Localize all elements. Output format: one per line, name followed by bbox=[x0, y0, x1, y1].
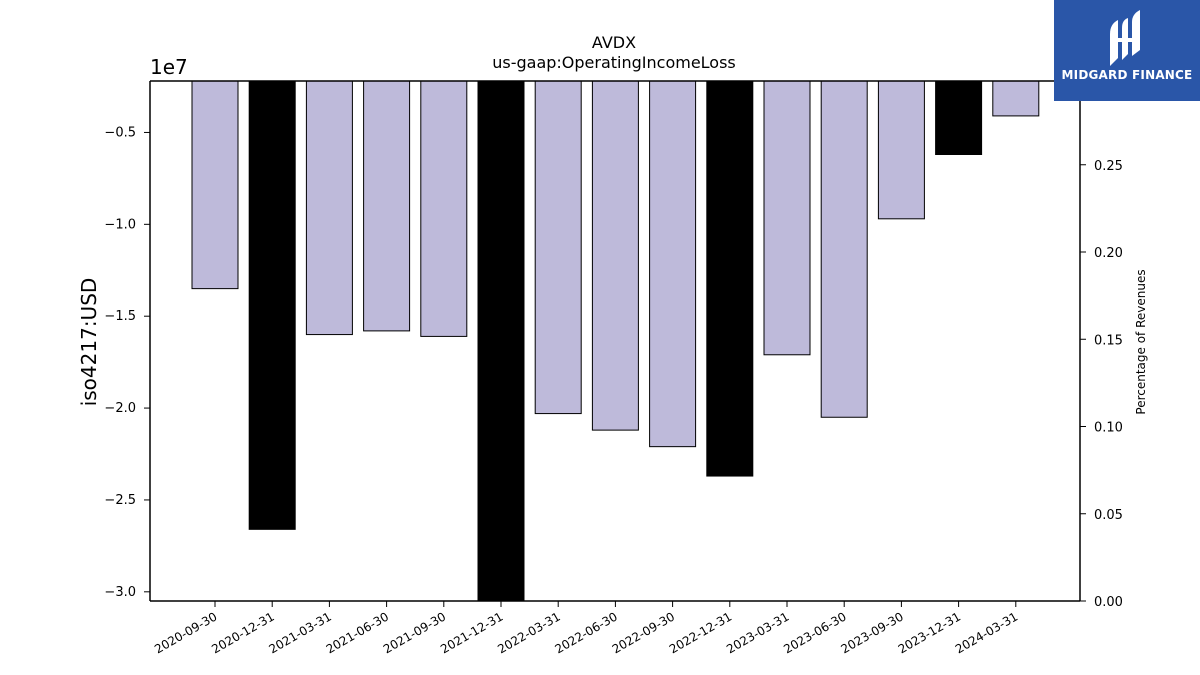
y-axis-label: iso4217:USD bbox=[77, 278, 101, 407]
bar-2021-12-31 bbox=[477, 80, 525, 602]
bar-2022-12-31 bbox=[706, 80, 754, 477]
y2-tick-label: 0.25 bbox=[1094, 159, 1123, 174]
y2-tick-label: 0.10 bbox=[1094, 421, 1123, 436]
y-axis-ticks: −0.5 −1.0 −1.5 −2.0 −2.5 −3.0 bbox=[104, 125, 150, 600]
x-tick-label: 2022-09-30 bbox=[610, 609, 677, 656]
chart-subtitle: us-gaap:OperatingIncomeLoss bbox=[492, 53, 736, 72]
secondary-y-axis-ticks: 0.25 0.20 0.15 0.10 0.05 0.00 bbox=[1080, 159, 1123, 610]
y-offset-label: 1e7 bbox=[150, 55, 188, 79]
midgard-finance-logo: MIDGARD FINANCE bbox=[1054, 0, 1200, 101]
bar-2023-03-31 bbox=[763, 80, 811, 356]
x-tick-label: 2021-12-31 bbox=[438, 609, 505, 656]
y2-tick-label: 0.05 bbox=[1094, 508, 1123, 523]
y-tick-label: −3.0 bbox=[104, 585, 136, 600]
bar-2021-09-30 bbox=[420, 80, 468, 337]
bar-2021-06-30 bbox=[363, 80, 411, 332]
x-tick-label: 2022-12-31 bbox=[667, 609, 734, 656]
y2-tick-label: 0.20 bbox=[1094, 246, 1123, 261]
secondary-y-axis-label: Percentage of Revenues bbox=[1134, 269, 1148, 414]
x-axis-ticks: 2020-09-302020-12-312021-03-312021-06-30… bbox=[152, 601, 1020, 656]
bar-2024-03-31 bbox=[992, 80, 1040, 117]
y-tick-label: −0.5 bbox=[104, 125, 136, 140]
logo-text: MIDGARD FINANCE bbox=[1061, 68, 1193, 82]
x-tick-label: 2021-03-31 bbox=[266, 609, 333, 656]
x-tick-label: 2020-09-30 bbox=[152, 609, 219, 656]
bar-2023-12-31 bbox=[935, 80, 983, 155]
logo-mark-icon bbox=[1110, 10, 1140, 66]
x-tick-label: 2024-03-31 bbox=[953, 609, 1020, 656]
x-tick-label: 2023-03-31 bbox=[724, 609, 791, 656]
chart-title: AVDX bbox=[592, 33, 636, 52]
bar-2021-03-31 bbox=[305, 80, 353, 336]
bars-group bbox=[191, 80, 1040, 602]
x-tick-label: 2021-09-30 bbox=[381, 609, 448, 656]
bar-2022-09-30 bbox=[649, 80, 697, 448]
y2-tick-label: 0.15 bbox=[1094, 333, 1123, 348]
y-tick-label: −1.5 bbox=[104, 309, 136, 324]
x-tick-label: 2023-06-30 bbox=[781, 609, 848, 656]
x-tick-label: 2022-03-31 bbox=[495, 609, 562, 656]
y-tick-label: −2.0 bbox=[104, 401, 136, 416]
y-tick-label: −2.5 bbox=[104, 493, 136, 508]
y2-tick-label: 0.00 bbox=[1094, 595, 1123, 610]
bar-2020-12-31 bbox=[248, 80, 296, 530]
bar-2022-03-31 bbox=[534, 80, 582, 415]
x-tick-label: 2022-06-30 bbox=[552, 609, 619, 656]
x-tick-label: 2020-12-31 bbox=[209, 609, 276, 656]
bar-2020-09-30 bbox=[191, 80, 239, 290]
bar-2023-09-30 bbox=[877, 80, 925, 220]
bar-2023-06-30 bbox=[820, 80, 868, 418]
x-tick-label: 2023-12-31 bbox=[896, 609, 963, 656]
x-tick-label: 2023-09-30 bbox=[838, 609, 905, 656]
y-tick-label: −1.0 bbox=[104, 217, 136, 232]
x-tick-label: 2021-06-30 bbox=[324, 609, 391, 656]
bar-2022-06-30 bbox=[591, 80, 639, 431]
